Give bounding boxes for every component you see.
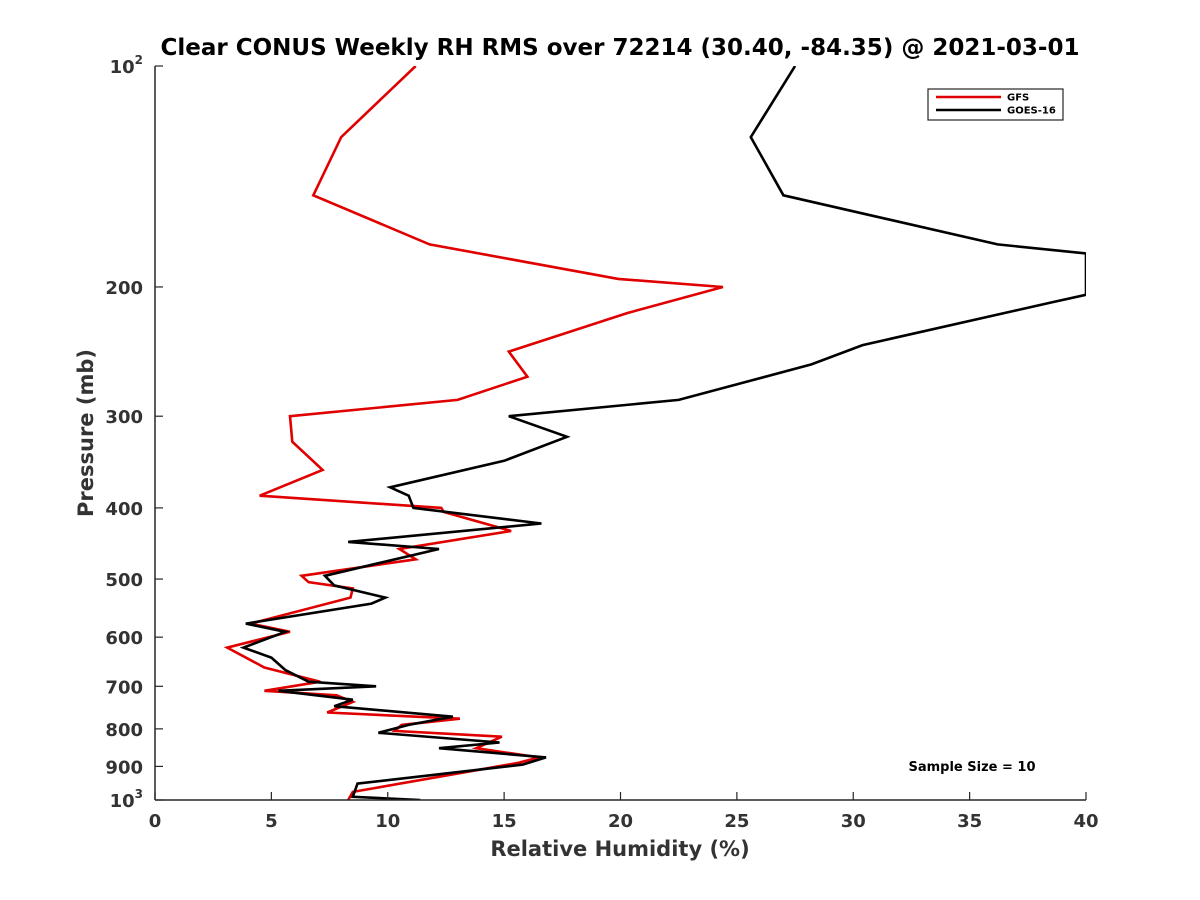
y-axis-ticks: 102 200 300 400 500 600 700 800 900 103 [105,53,163,812]
y-axis-label: Pressure (mb) [74,349,98,517]
x-tick-label: 15 [492,811,517,832]
y-tick-label: 103 [110,787,143,812]
x-tick-label: 0 [149,811,162,832]
y-tick-label: 500 [105,570,143,591]
y-tick-label: 200 [105,278,143,299]
series-line-goes16 [239,66,1086,800]
plot-area: 0 5 10 15 20 25 30 35 40 102 200 300 400 500 600 700 80… [105,53,1098,832]
legend-box [927,88,1064,121]
x-tick-label: 35 [957,811,982,832]
y-tick-label: 600 [105,628,143,649]
x-tick-label: 25 [724,811,749,832]
y-tick-label: 800 [105,720,143,741]
y-tick-label: 700 [105,677,143,698]
x-tick-label: 10 [375,811,400,832]
y-tick-label: 400 [105,499,143,520]
x-axis-ticks: 0 5 10 15 20 25 30 35 40 [149,792,1099,832]
series-layer [223,66,1086,800]
chart-title: Clear CONUS Weekly RH RMS over 72214 (30… [161,35,1080,61]
x-tick-label: 40 [1073,811,1098,832]
x-tick-label: 5 [265,811,278,832]
y-tick-label: 102 [110,53,143,78]
sample-size-annotation: Sample Size = 10 [908,760,1035,775]
x-axis-label: Relative Humidity (%) [490,837,749,861]
legend-label-goes16: GOES-16 [1007,106,1056,117]
x-tick-label: 20 [608,811,633,832]
y-tick-label: 300 [105,407,143,428]
legend: GFS GOES-16 [927,88,1064,121]
legend-label-gfs: GFS [1007,93,1029,104]
x-tick-label: 30 [841,811,866,832]
y-tick-label: 900 [105,757,143,778]
